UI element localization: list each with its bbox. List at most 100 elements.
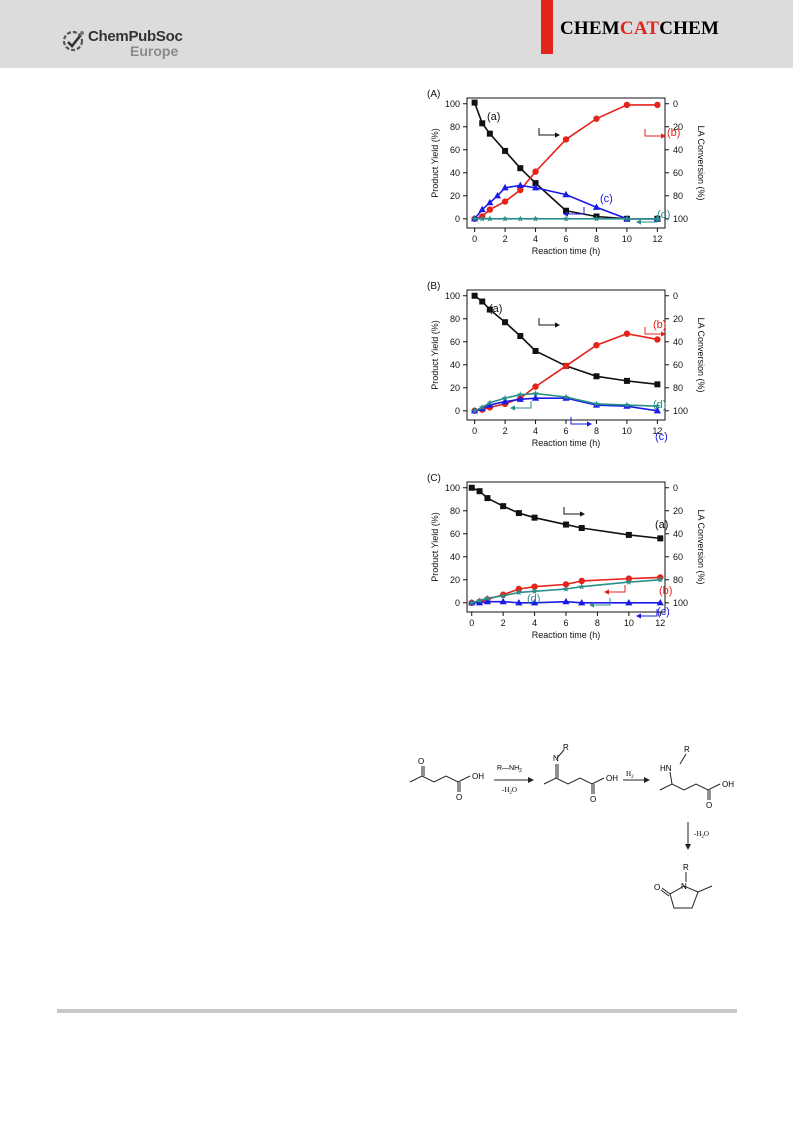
amine-nh-label: HN [660, 764, 672, 773]
data-point-star [657, 576, 664, 583]
data-point-circle [562, 136, 570, 143]
axis-indicator-arrowhead [589, 602, 594, 608]
data-point-circle [486, 206, 494, 213]
data-point-square [654, 381, 661, 388]
y2-tick-label: 80 [673, 383, 683, 393]
data-point-square [563, 207, 569, 214]
data-point-triangle [483, 597, 492, 605]
axis-indicator-arrowhead [587, 421, 592, 427]
x-tick-label: 2 [503, 426, 508, 436]
y-tick-label: 100 [445, 99, 460, 109]
x-axis-label: Reaction time (h) [532, 438, 601, 448]
pyrrolidone-product-structure [660, 872, 713, 909]
data-point-square [500, 503, 507, 510]
chart-panel-b: (B) 0 2 4 6 8 10 12 0 20 40 60 80 100 100 80 60 40 20 0 Reac… [420, 278, 706, 458]
series-label: (b) [667, 127, 680, 139]
axis-indicator-arrow [641, 215, 658, 223]
y-tick-label: 40 [450, 552, 460, 562]
data-point-circle [623, 330, 631, 337]
data-point-star [499, 592, 507, 599]
reaction-scheme-drawing: O OH O R—NH2 -H2O N R OH O H2 HN R OH O [409, 743, 734, 909]
data-point-triangle [516, 395, 524, 402]
y-tick-label: 0 [455, 214, 460, 224]
data-point-circle [623, 101, 631, 109]
series-line [474, 397, 658, 412]
data-point-square [623, 377, 630, 384]
y2-tick-label: 20 [673, 506, 683, 516]
amine-reagent-label: R—NH2 [497, 765, 522, 774]
amine-acid-oxygen: O [706, 801, 712, 810]
data-point-star [532, 215, 539, 222]
data-point-square [476, 488, 483, 495]
y-axis-label: Product Yield (%) [430, 128, 440, 198]
y2-tick-label: 0 [673, 99, 678, 109]
series-label: (d) [657, 209, 670, 221]
levulinic-acid-keto-oxygen: O [418, 757, 424, 766]
axis-indicator-arrowhead [555, 322, 560, 328]
data-point-star [562, 215, 570, 222]
data-point-star [654, 402, 661, 409]
levulinic-acid-acid-oxygen: O [456, 793, 462, 802]
data-point-triangle [499, 597, 507, 605]
reaction-arrow-3-head [685, 844, 691, 850]
data-point-triangle [578, 598, 586, 606]
amine-substituent-r: R [684, 745, 690, 754]
data-point-triangle [653, 406, 661, 414]
data-point-star [476, 597, 483, 604]
data-point-star [515, 589, 523, 596]
axis-indicator-arrow [644, 129, 661, 137]
series-line [471, 600, 661, 604]
data-point-square [479, 120, 486, 127]
journal-title-part1: CHEM [560, 18, 620, 39]
y-tick-label: 20 [450, 191, 460, 201]
series-label: (d) [527, 593, 540, 605]
data-point-square [532, 347, 539, 354]
data-point-star [471, 215, 478, 222]
chart-svg: (B) 0 2 4 6 8 10 12 0 20 40 60 80 100 100 80 60 40 20 0 Reac… [427, 281, 706, 448]
series-line [474, 392, 658, 412]
axis-indicator-arrowhead [636, 219, 641, 225]
y2-axis-label: LA Conversion (%) [696, 125, 706, 200]
data-point-star [593, 215, 600, 222]
data-point-star [623, 401, 631, 408]
y-tick-label: 40 [450, 360, 460, 370]
axis-indicator-arrow [538, 318, 555, 326]
x-tick-label: 12 [655, 618, 665, 628]
chart-panel-a: (A) 0 2 4 6 8 10 12 0 20 40 60 80 100 100 80 60 40 20 0 Reac… [420, 86, 706, 266]
data-point-star [501, 394, 509, 401]
y2-tick-label: 80 [673, 575, 683, 585]
data-point-square [471, 99, 478, 106]
product-substituent-r: R [683, 863, 689, 872]
axis-indicator-arrow [641, 609, 658, 617]
data-point-square [479, 298, 486, 305]
y2-tick-label: 20 [673, 314, 683, 324]
data-point-triangle [516, 181, 524, 189]
y-tick-label: 20 [450, 383, 460, 393]
data-point-square [484, 495, 491, 502]
globe-icon [62, 30, 84, 52]
imine-intermediate-structure [543, 749, 605, 794]
data-point-star [486, 399, 494, 406]
data-point-triangle [656, 598, 664, 606]
y-axis-label: Product Yield (%) [430, 512, 440, 582]
x-tick-label: 8 [594, 426, 599, 436]
data-point-triangle [493, 191, 502, 199]
series-label: (c) [655, 431, 668, 443]
data-point-star [593, 400, 600, 407]
publisher-logo[interactable]: ChemPubSoc Europe [62, 26, 202, 60]
y2-tick-label: 100 [673, 598, 688, 608]
data-point-triangle [515, 598, 523, 606]
y-tick-label: 100 [445, 483, 460, 493]
data-point-square [578, 525, 585, 532]
journal-title[interactable]: CHEMCATCHEM [560, 18, 719, 40]
series-line [474, 295, 658, 386]
data-point-circle [532, 168, 539, 175]
data-point-square [502, 319, 509, 326]
x-tick-label: 6 [563, 234, 568, 244]
data-point-circle [517, 186, 524, 194]
panel-label: (A) [427, 89, 440, 100]
levulinic-acid-hydroxyl: OH [472, 772, 484, 781]
y2-tick-label: 40 [673, 145, 683, 155]
data-point-star [625, 578, 633, 585]
publisher-name: ChemPubSoc [88, 28, 183, 45]
